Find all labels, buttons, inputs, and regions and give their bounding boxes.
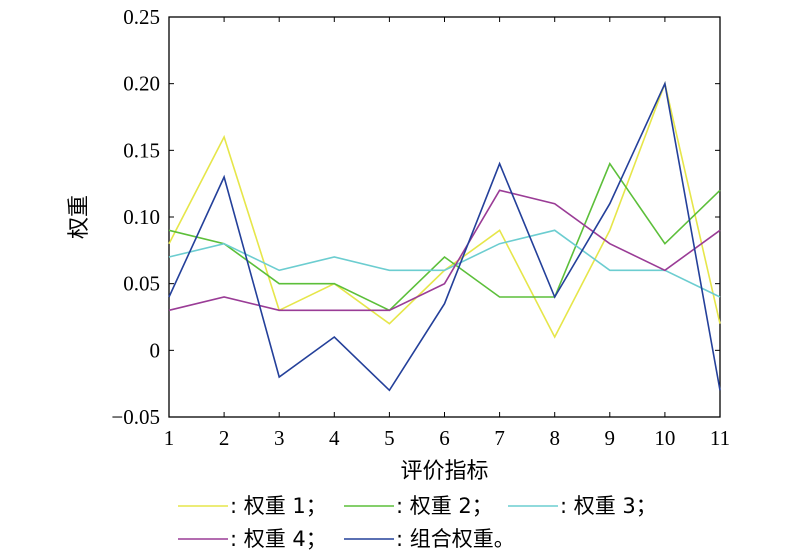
- legend-label-5: : 组合权重。: [396, 527, 515, 551]
- series-line-4: [168, 189, 721, 312]
- x-axis-title: 评价指标: [400, 459, 488, 484]
- legend-label-3: : 权重 3；: [560, 494, 657, 518]
- x-tick-label: 2: [219, 426, 230, 450]
- x-tick-label: 10: [654, 426, 675, 450]
- x-tick-label: 11: [710, 426, 730, 450]
- x-tick-label: 5: [384, 426, 395, 450]
- y-tick-label: 0.20: [123, 72, 160, 96]
- y-tick-label: 0.10: [123, 205, 160, 229]
- y-tick-label: −0.05: [111, 405, 160, 429]
- ticks-layer: 1 2 3 4 5 6 7 8 9 10 11 0.25 0.20 0.15 0.10 0.05 0 −0.05: [111, 5, 730, 450]
- plot-area-frame: [168, 16, 721, 418]
- legend: : 权重 1； : 权重 2； : 权重 3； : 权重 4； : 组合权重。: [178, 494, 657, 551]
- x-tick-label: 6: [439, 426, 450, 450]
- x-tick-label: 8: [549, 426, 560, 450]
- series-layer: [168, 80, 721, 392]
- x-tick-label: 3: [274, 426, 285, 450]
- y-tick-label: 0.05: [123, 272, 160, 296]
- series-line-5: [168, 81, 721, 392]
- series-line-2: [168, 162, 721, 312]
- x-tick-label: 4: [329, 426, 340, 450]
- legend-label-4: : 权重 4；: [230, 527, 327, 551]
- x-tick-label: 1: [164, 426, 175, 450]
- x-tick-label: 7: [494, 426, 505, 450]
- series-line-3: [168, 229, 721, 298]
- y-tick-label: 0: [150, 338, 161, 362]
- series-line-1: [168, 80, 721, 339]
- x-tick-label: 9: [605, 426, 616, 450]
- y-tick-label: 0.15: [123, 138, 160, 162]
- legend-label-1: : 权重 1；: [230, 494, 327, 518]
- legend-label-2: : 权重 2；: [396, 494, 493, 518]
- y-tick-label: 0.25: [123, 5, 160, 29]
- y-axis-title: 权重: [67, 195, 92, 239]
